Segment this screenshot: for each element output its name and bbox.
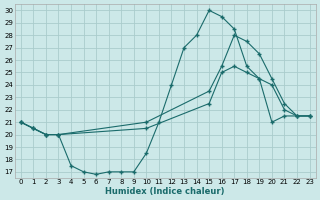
X-axis label: Humidex (Indice chaleur): Humidex (Indice chaleur) (106, 187, 225, 196)
